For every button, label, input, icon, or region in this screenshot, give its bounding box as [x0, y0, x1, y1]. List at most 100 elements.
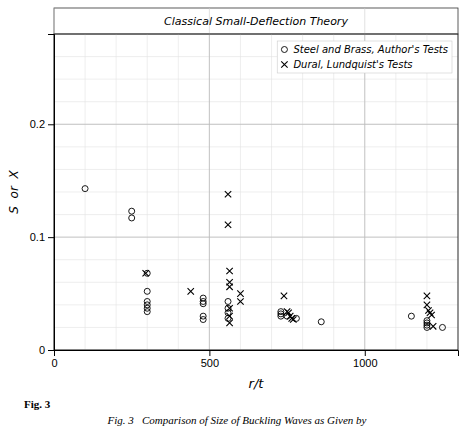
point-shape — [226, 313, 232, 319]
y-axis: 0 0.1 0.2 — [30, 35, 55, 357]
point-shape — [290, 316, 296, 322]
point — [226, 268, 232, 274]
chart: Classical Small-Deflection Theory 0 500 100… — [0, 0, 474, 432]
x-tick-label: 1000 — [353, 357, 377, 369]
point-shape — [424, 324, 430, 330]
x-tick-label: 0 — [51, 357, 57, 369]
band-grid-line — [54, 8, 55, 34]
x-axis-label: r/t — [249, 376, 265, 391]
grid-line — [364, 34, 365, 350]
minor-grid-line — [54, 169, 458, 170]
point-shape — [82, 186, 88, 192]
legend-item: Steel and Brass, Author's Tests — [281, 44, 448, 55]
legend: Steel and Brass, Author's Tests Dural, Lu… — [277, 41, 452, 73]
point-shape — [428, 312, 434, 318]
point — [82, 186, 88, 192]
point — [225, 222, 231, 228]
point — [225, 298, 231, 304]
minor-grid-line — [54, 192, 458, 193]
point-shape — [226, 305, 232, 311]
x-tick-label: 500 — [201, 357, 219, 369]
title: Classical Small-Deflection Theory — [164, 15, 348, 28]
y-tick-label: 0.2 — [30, 118, 45, 130]
point-shape — [237, 290, 243, 296]
point — [129, 215, 135, 221]
grid-line — [209, 34, 210, 350]
point-shape — [424, 293, 430, 299]
point — [237, 298, 243, 304]
minor-grid-line — [209, 34, 210, 350]
legend-box — [277, 41, 452, 73]
point — [226, 313, 232, 319]
minor-grid-line — [54, 146, 458, 147]
point — [144, 309, 150, 315]
legend-symbol-shape — [281, 47, 287, 53]
legend-symbol — [281, 61, 287, 67]
point — [226, 305, 232, 311]
point — [290, 316, 296, 322]
point — [144, 288, 150, 294]
legend-symbol — [281, 47, 287, 53]
point — [408, 313, 414, 319]
point-shape — [226, 284, 232, 290]
minor-grid-line — [54, 282, 458, 283]
y-tick: 0.1 — [30, 231, 54, 243]
grid-line — [54, 237, 458, 238]
y-axis-label: S or X — [7, 170, 21, 214]
point-shape — [200, 317, 206, 323]
minor-grid-line — [54, 214, 458, 215]
point — [424, 293, 430, 299]
minor-grid-line — [54, 124, 458, 125]
y-tick-mark — [48, 124, 54, 125]
point — [281, 293, 287, 299]
x-axis-line — [55, 351, 459, 357]
minor-grid-line — [54, 304, 458, 305]
point-shape — [408, 313, 414, 319]
x-tick-mark — [365, 350, 366, 356]
point — [424, 302, 430, 308]
point-shape — [281, 293, 287, 299]
x-tick-mark — [209, 350, 210, 356]
minor-grid-line — [54, 237, 458, 238]
x-axis: 0 500 1000 — [51, 350, 458, 369]
x-tick: 0 — [51, 350, 57, 369]
point — [430, 323, 436, 329]
minor-grid-line — [54, 101, 458, 102]
point-shape — [318, 319, 324, 325]
point-shape — [188, 288, 194, 294]
minor-grid-line — [364, 34, 365, 350]
point-shape — [129, 208, 135, 214]
point-shape — [144, 288, 150, 294]
plot-frame — [54, 34, 458, 350]
point — [200, 317, 206, 323]
point — [226, 320, 232, 326]
point-shape — [278, 313, 284, 319]
point-shape — [225, 298, 231, 304]
x-tick: 1000 — [353, 350, 377, 369]
point — [318, 319, 324, 325]
point-shape — [424, 302, 430, 308]
point — [200, 301, 206, 307]
y-tick-label: 0.1 — [30, 231, 45, 243]
point-shape — [439, 324, 445, 330]
point-shape — [237, 298, 243, 304]
point-shape — [225, 191, 231, 197]
point — [142, 270, 148, 276]
y-tick: 0 — [39, 344, 54, 356]
figure-label: Fig. 3 — [24, 398, 51, 410]
point-shape — [129, 215, 135, 221]
title-band: Classical Small-Deflection Theory — [54, 8, 458, 34]
points — [82, 186, 445, 331]
legend-label: Dural, Lundquist's Tests — [293, 59, 412, 70]
point — [237, 290, 243, 296]
point-shape — [144, 309, 150, 315]
point — [428, 312, 434, 318]
point-shape — [142, 270, 148, 276]
minor-grid-line — [54, 327, 458, 328]
point — [129, 208, 135, 214]
point-shape — [200, 301, 206, 307]
point — [188, 288, 194, 294]
legend-item: Dural, Lundquist's Tests — [281, 59, 412, 70]
minor-grid-line — [54, 259, 458, 260]
title-band-frame — [54, 8, 458, 34]
